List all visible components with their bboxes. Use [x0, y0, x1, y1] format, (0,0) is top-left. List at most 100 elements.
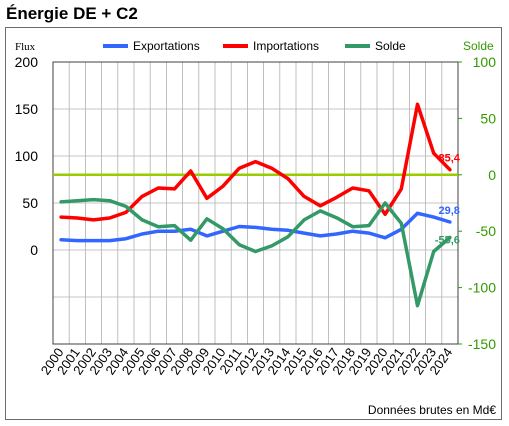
data-point [303, 195, 305, 197]
data-point [417, 103, 418, 105]
data-point [255, 251, 256, 253]
right-axis-label: Solde [463, 39, 494, 53]
data-point [433, 152, 435, 154]
data-point [352, 230, 354, 232]
data-point [449, 237, 451, 239]
data-point [255, 161, 256, 163]
data-point [400, 222, 402, 224]
data-point [206, 235, 208, 237]
data-point [433, 251, 435, 253]
data-point [206, 218, 208, 220]
data-point [141, 219, 143, 221]
right-tick-label: 0 [488, 167, 496, 183]
data-point [238, 226, 240, 227]
data-point [174, 225, 175, 227]
left-axis-ticks: 0 50 100 150 200 [15, 54, 39, 258]
data-point [368, 190, 370, 192]
right-tick-label: -50 [476, 223, 496, 239]
data-point [206, 197, 208, 199]
data-point [384, 237, 386, 239]
data-point [384, 213, 386, 215]
left-tick-label: 50 [22, 195, 38, 211]
data-point [417, 212, 418, 214]
data-point [352, 226, 354, 228]
right-tick-label: -150 [468, 336, 496, 352]
data-point [93, 240, 94, 242]
data-point [319, 210, 321, 212]
legend: Exportations Importations Solde [103, 39, 406, 53]
data-point [174, 230, 175, 232]
data-point [287, 229, 289, 231]
end-label: 85,4 [438, 153, 460, 165]
data-point [222, 185, 224, 187]
data-point [433, 216, 435, 218]
left-axis-label: Flux [15, 41, 36, 53]
data-point [271, 167, 273, 169]
right-axis-ticks: -150 -100 -50 0 50 100 [458, 54, 496, 352]
data-point [287, 178, 289, 180]
data-point [303, 219, 305, 221]
right-tick-label: 100 [473, 54, 497, 70]
data-point [157, 187, 159, 189]
data-point [384, 202, 386, 204]
data-point [303, 232, 305, 234]
legend-label: Importations [253, 39, 319, 53]
data-point [93, 199, 94, 201]
data-point [190, 239, 192, 241]
data-point [271, 228, 273, 230]
left-tick-label: 150 [15, 101, 39, 117]
left-tick-label: 0 [30, 242, 38, 258]
data-point [368, 225, 370, 227]
data-point [60, 201, 62, 203]
data-point [319, 235, 321, 237]
data-point [255, 226, 256, 228]
data-point [76, 240, 78, 242]
data-point [76, 217, 78, 219]
data-point [60, 239, 62, 241]
data-point [109, 217, 111, 219]
units-note: Données brutes en Md€ [368, 403, 496, 417]
data-point [157, 230, 159, 232]
data-point [222, 228, 224, 230]
x-axis-ticks: 2000200120022003200420052006200720082009… [38, 345, 456, 377]
data-point [336, 217, 337, 219]
data-point [190, 170, 192, 172]
data-point [76, 200, 78, 202]
data-point [238, 167, 240, 169]
right-tick-label: -100 [468, 280, 496, 296]
data-point [271, 245, 273, 247]
data-point [319, 205, 321, 207]
data-point [449, 221, 451, 223]
end-label: 29,8 [438, 205, 459, 217]
data-point [109, 240, 111, 242]
data-point [60, 216, 62, 218]
data-point [287, 236, 289, 238]
data-point [400, 188, 402, 190]
end-label: -55,6 [435, 235, 460, 247]
data-point [190, 228, 192, 230]
legend-label: Exportations [133, 39, 200, 53]
data-point [141, 195, 143, 197]
plot-area-border [52, 61, 459, 345]
data-point [368, 232, 370, 234]
data-point [174, 188, 175, 190]
data-point [417, 305, 418, 307]
chart-title: Énergie DE + C2 [6, 4, 138, 23]
data-point [109, 200, 111, 202]
legend-label: Solde [375, 39, 406, 53]
data-point [125, 211, 127, 213]
data-point [93, 219, 94, 221]
data-point [157, 226, 159, 228]
right-tick-label: 50 [480, 110, 496, 126]
data-point [336, 233, 337, 235]
left-tick-label: 200 [15, 54, 39, 70]
data-point [125, 205, 127, 207]
end-labels: 29,8 85,4 -55,6 [435, 153, 461, 247]
data-point [336, 196, 337, 198]
series-layer [59, 102, 452, 308]
data-point [449, 169, 451, 171]
data-point [125, 238, 127, 240]
data-point [238, 244, 240, 246]
data-point [141, 233, 143, 235]
